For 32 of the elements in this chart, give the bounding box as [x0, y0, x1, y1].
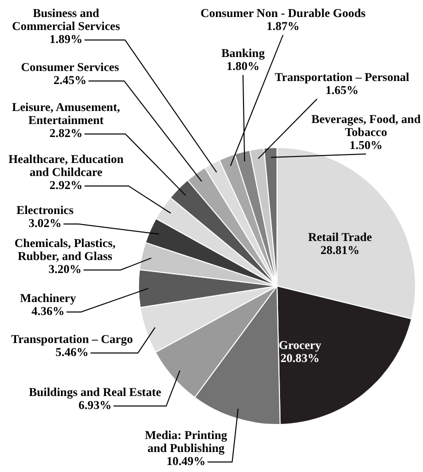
data-label: 1.87% [266, 19, 300, 34]
slice-label: Buildings and Real Estate [28, 385, 162, 400]
data-label: 20.83% [280, 351, 320, 366]
data-label: 3.20% [48, 262, 82, 276]
slice-label: Retail Trade [308, 230, 373, 244]
data-label: 28.81% [320, 243, 360, 258]
data-label: 2.45% [54, 73, 86, 88]
data-label: 4.36% [32, 304, 64, 318]
slice-label: Chemicals, Plastics, Rubber, and Glass [14, 236, 116, 264]
slice-label: Leisure, Amusement, Entertainment [12, 100, 120, 128]
data-label: 3.02% [28, 216, 62, 230]
slice-label: Banking [221, 46, 265, 60]
slice-label: Consumer Non - Durable Goods [200, 6, 366, 20]
data-label: 2.92% [50, 178, 82, 192]
data-label: 5.46% [56, 345, 88, 360]
data-label: 6.93% [78, 398, 112, 412]
data-label: 10.49% [166, 454, 206, 468]
data-label: 1.65% [326, 83, 358, 98]
slice-label: Transportation – Cargo [11, 332, 133, 346]
slice-label: Business and Commercial Services [12, 6, 120, 34]
slice-label: Electronics [16, 203, 74, 218]
slice-label: Healthcare, Education and Childcare [8, 152, 124, 180]
slice-label: Beverages, Food, and Tobacco [311, 112, 421, 140]
slice-label: Media: Printing and Publishing [144, 428, 228, 456]
data-label: 1.80% [226, 59, 260, 74]
slice-label: Consumer Services [20, 60, 120, 74]
data-label: 1.89% [50, 32, 82, 46]
slice-label: Transportation – Personal [274, 70, 410, 84]
slice-label: Grocery [278, 338, 322, 352]
data-label: 1.50% [350, 138, 382, 152]
data-label: 2.82% [50, 126, 82, 140]
slice-label: Machinery [20, 291, 76, 306]
